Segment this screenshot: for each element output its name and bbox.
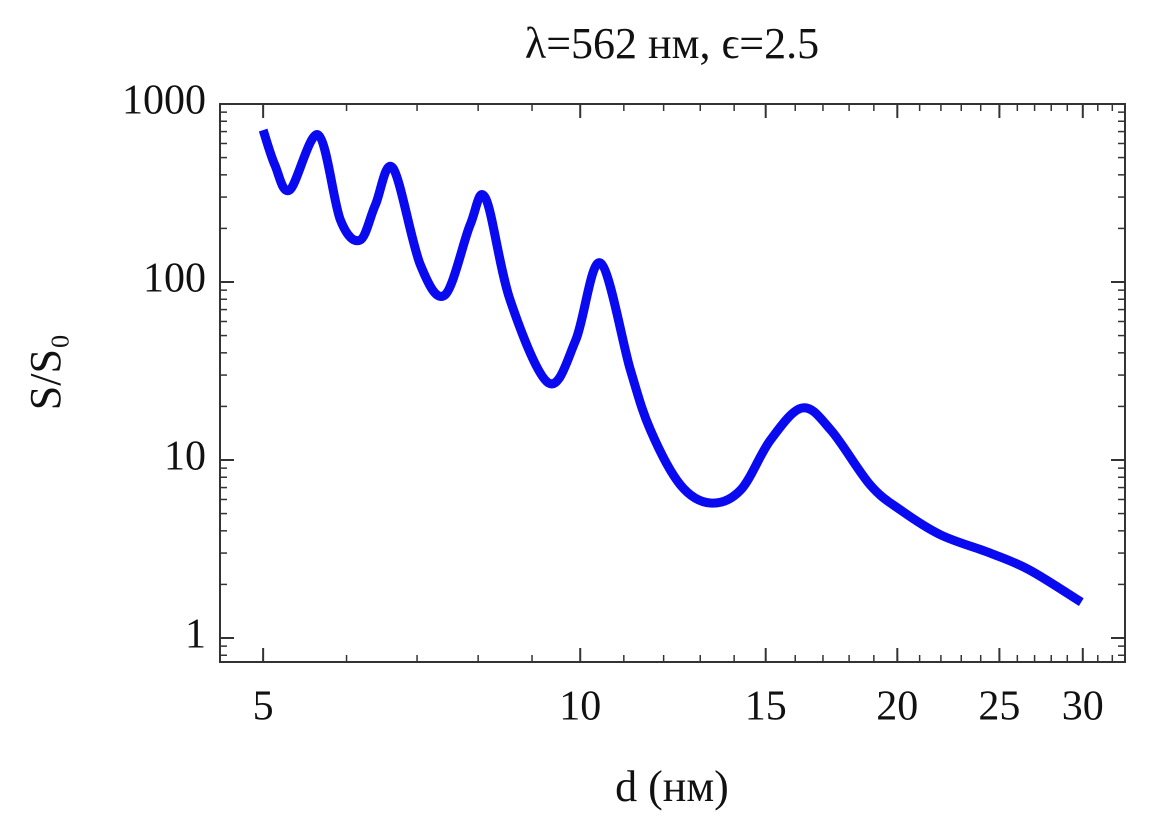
y-tick-label: 10 (164, 434, 206, 480)
x-axis-label: d (нм) (615, 762, 729, 811)
x-tick-label: 20 (876, 684, 918, 730)
x-tick-label: 15 (745, 684, 787, 730)
x-tick-label: 25 (978, 684, 1020, 730)
y-tick-label: 100 (143, 256, 206, 302)
y-tick-label: 1000 (122, 78, 206, 124)
plot-frame (219, 103, 1126, 663)
x-tick-label: 5 (253, 684, 274, 730)
x-tick-label: 30 (1062, 684, 1104, 730)
y-axis-label: S/S₀ (21, 334, 70, 411)
y-tick-label: 1 (185, 612, 206, 658)
chart-title: λ=562 нм, ϵ=2.5 (525, 19, 819, 68)
data-line (258, 128, 1084, 606)
x-tick-label: 10 (559, 684, 601, 730)
